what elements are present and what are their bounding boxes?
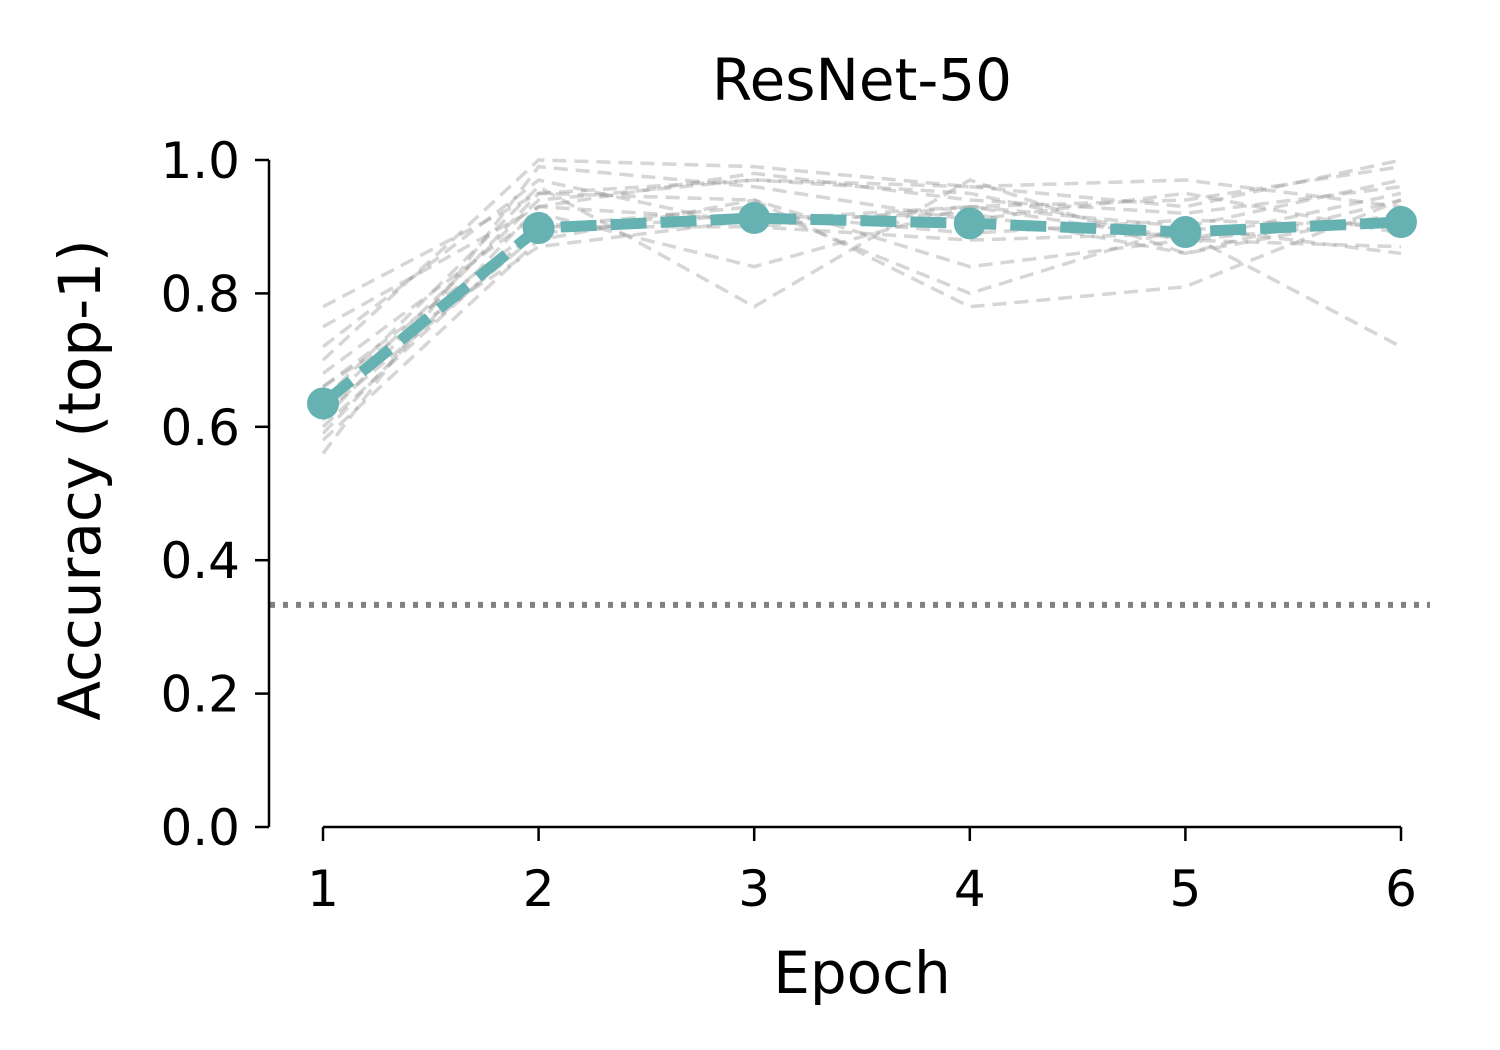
y-tick-label: 0.8 (160, 265, 240, 323)
background-series-2 (322, 171, 1402, 329)
main-series-point (738, 202, 771, 235)
background-series-4 (321, 158, 1402, 362)
x-tick-label: 1 (307, 860, 339, 918)
plot-area (270, 158, 1430, 608)
y-axis-title: Accuracy (top-1) (46, 239, 114, 720)
y-tick-label: 0.2 (160, 666, 240, 724)
y-tick-label: 0.0 (160, 799, 240, 857)
axes (267, 160, 1401, 829)
background-series-15 (321, 178, 1402, 409)
background-series-9 (321, 191, 1402, 422)
background-series-10 (321, 224, 1402, 429)
background-series-13 (321, 164, 1402, 455)
main-series-point (1385, 206, 1417, 239)
main-series-point (1169, 216, 1202, 249)
chart-title: ResNet-50 (712, 46, 1012, 114)
main-series-point (522, 212, 555, 245)
x-tick-label: 3 (738, 860, 770, 918)
y-tick-label: 0.4 (160, 532, 240, 590)
background-series-7 (321, 178, 1402, 402)
ticks: 0.0 0.2 0.4 0.6 0.8 1.0 1 2 3 4 5 6 (160, 132, 1416, 918)
y-tick-label: 1.0 (160, 132, 240, 190)
x-tick-label: 2 (523, 860, 555, 918)
background-series-1 (322, 178, 1402, 309)
x-axis-title: Epoch (773, 939, 951, 1007)
main-series-point (953, 207, 986, 240)
main-series-point (307, 387, 339, 420)
background-series-12 (321, 198, 1402, 442)
x-tick-label: 6 (1385, 860, 1417, 918)
y-tick-label: 0.6 (160, 399, 240, 457)
main-series-line (319, 212, 1402, 408)
x-tick-label: 4 (954, 860, 986, 918)
x-tick-label: 5 (1169, 860, 1201, 918)
background-series-6 (321, 178, 1402, 389)
